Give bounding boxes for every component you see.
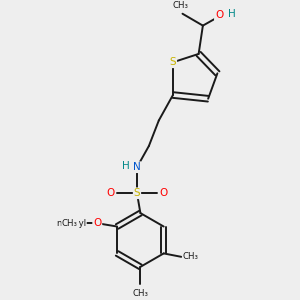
Text: O: O [215,11,223,20]
Text: O: O [106,188,115,198]
Text: CH₃: CH₃ [132,289,148,298]
Text: N: N [133,162,141,172]
Text: S: S [169,57,176,67]
Text: H: H [228,9,236,19]
Text: methyl: methyl [56,219,86,228]
Text: O: O [160,188,168,198]
Text: CH₃: CH₃ [183,252,199,261]
Text: CH₃: CH₃ [172,1,188,10]
Text: O: O [93,218,101,228]
Text: CH₃: CH₃ [62,219,78,228]
Text: H: H [122,160,130,170]
Text: S: S [134,188,140,198]
